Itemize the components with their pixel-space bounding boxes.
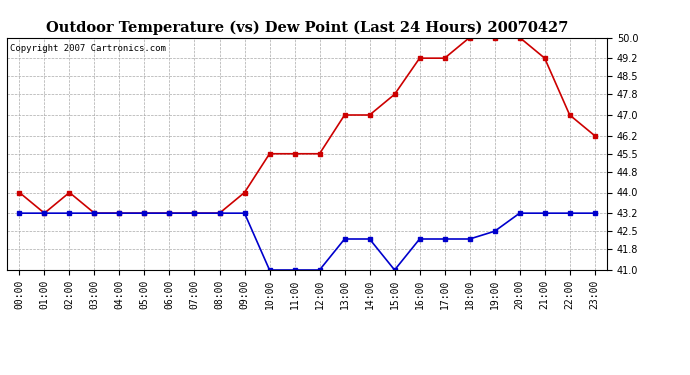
Text: Copyright 2007 Cartronics.com: Copyright 2007 Cartronics.com [10,45,166,54]
Title: Outdoor Temperature (vs) Dew Point (Last 24 Hours) 20070427: Outdoor Temperature (vs) Dew Point (Last… [46,21,569,35]
